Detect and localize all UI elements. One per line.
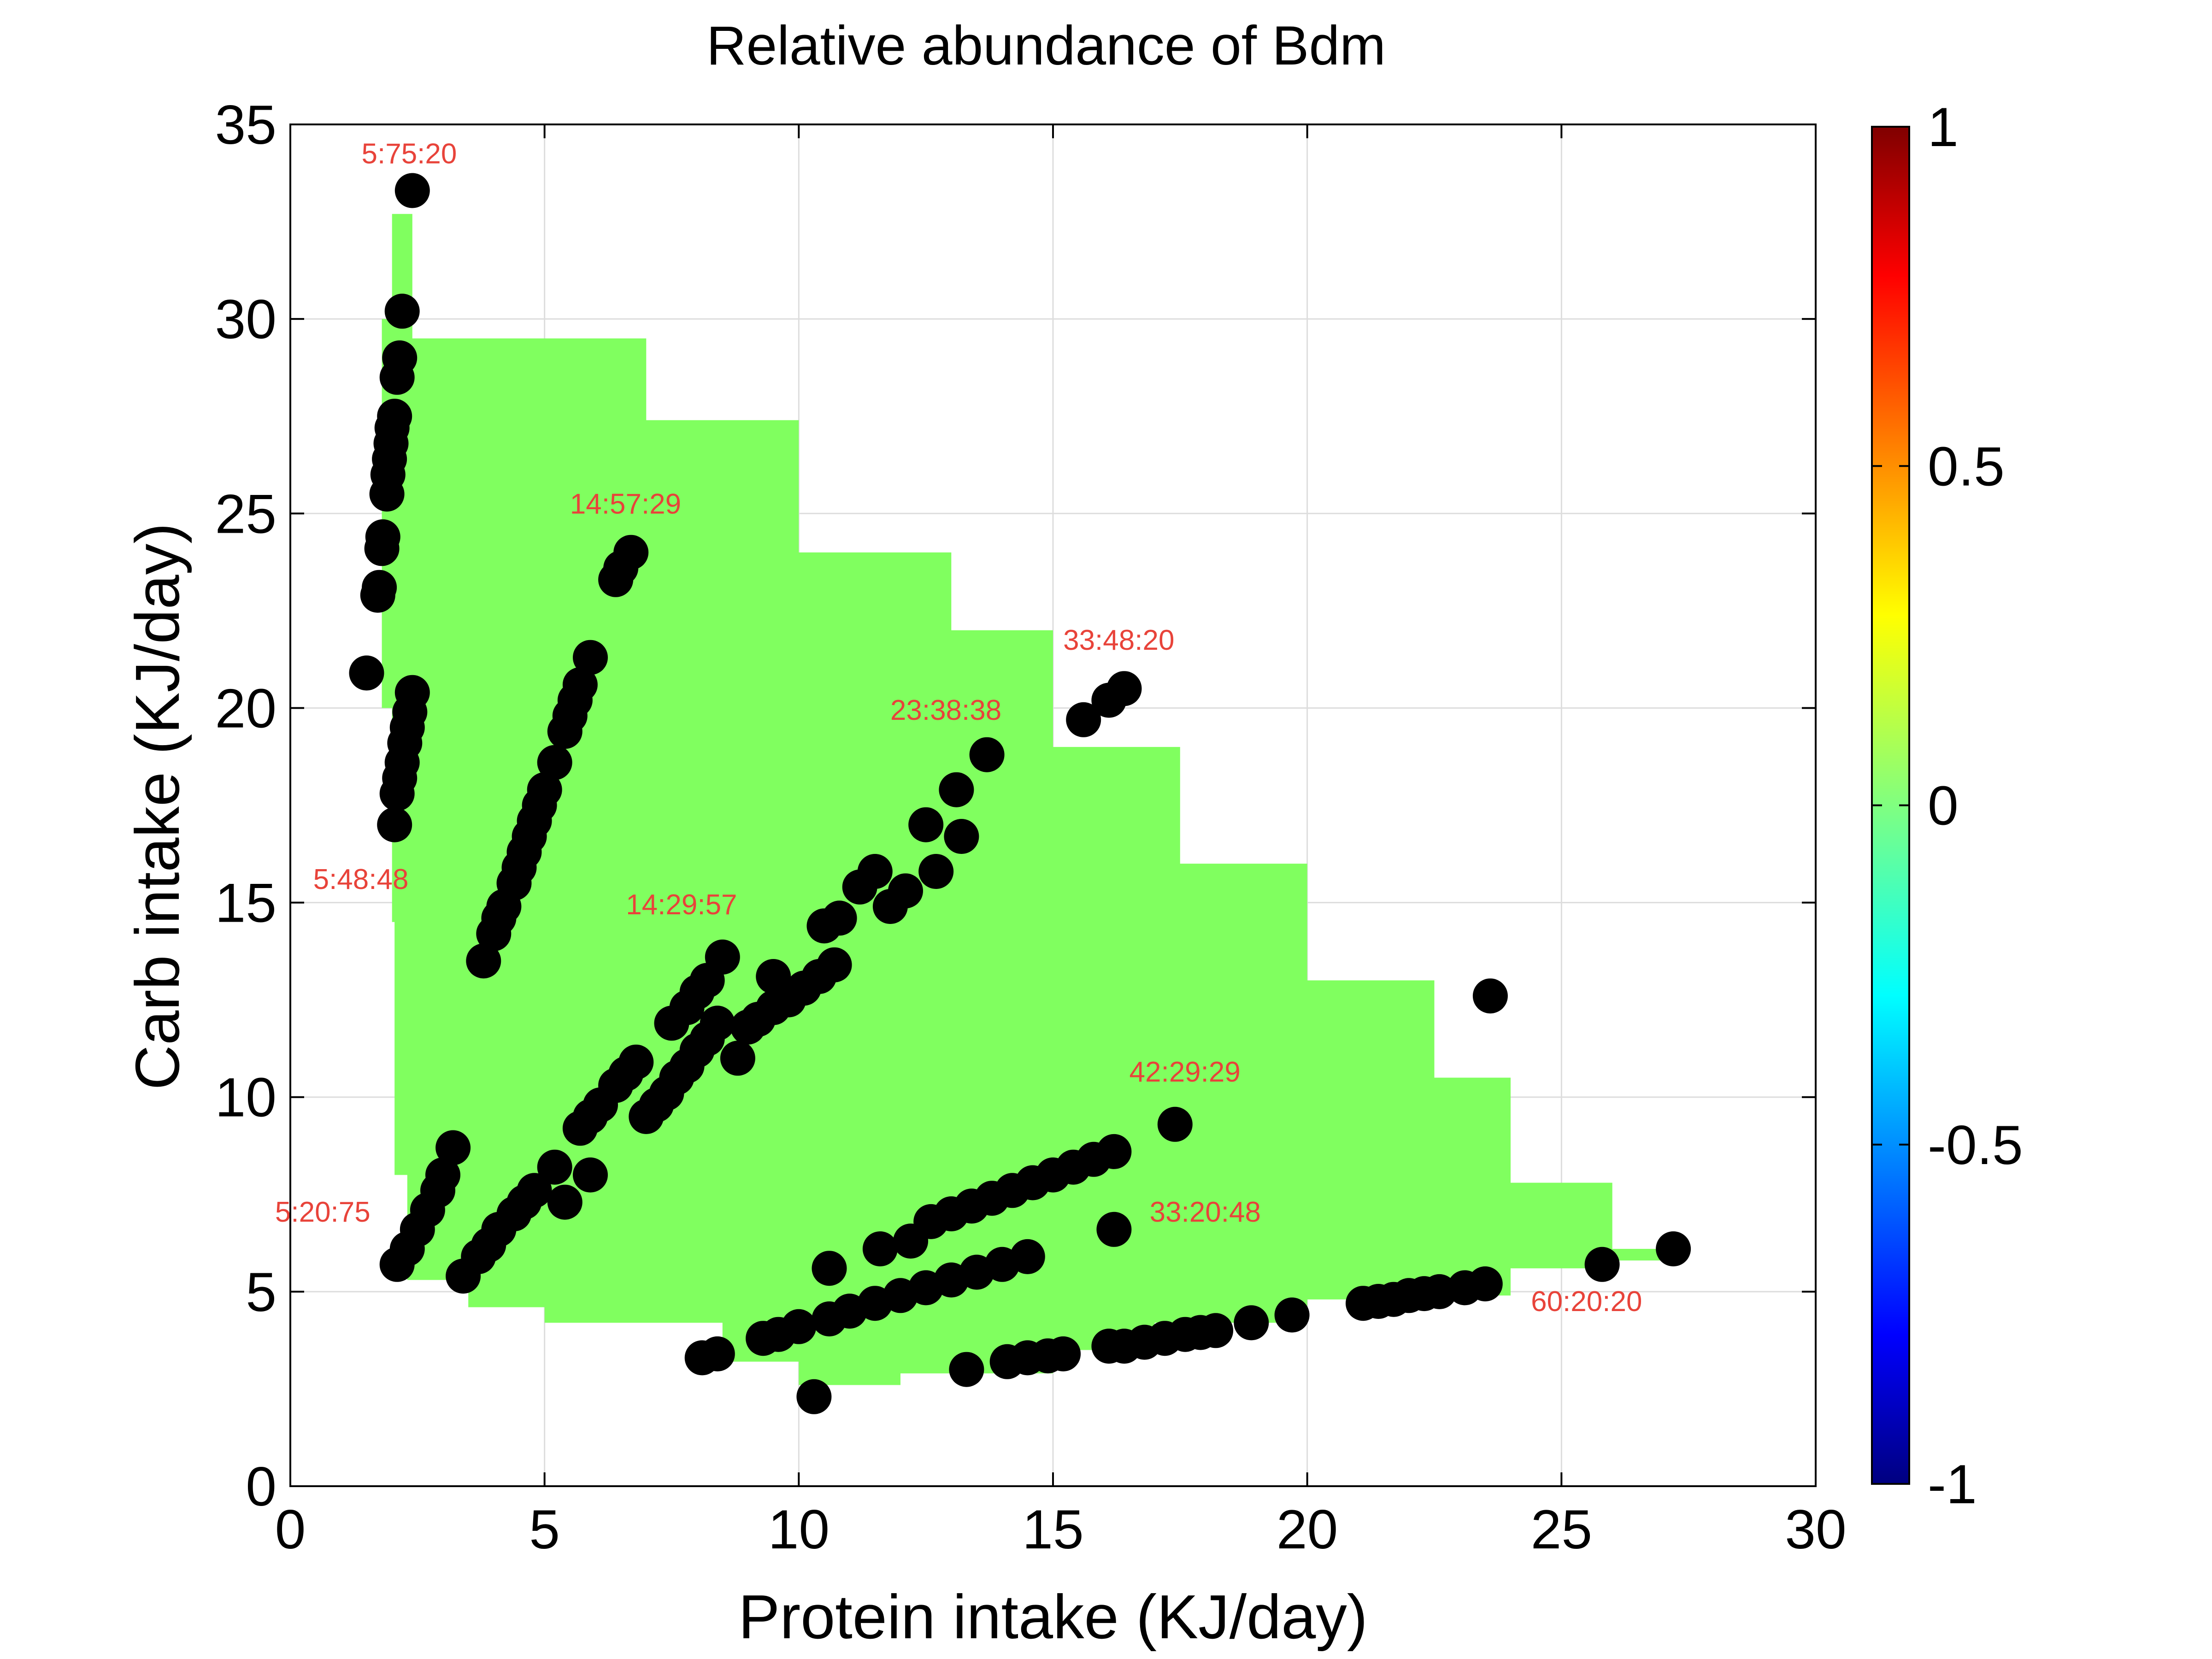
data-point-13 — [360, 577, 395, 613]
data-point-155 — [1584, 1247, 1620, 1282]
x-tick-label-0: 0 — [275, 1499, 306, 1560]
chart-title: Relative abundance of Bdm — [706, 15, 1386, 76]
data-point-133 — [949, 1352, 984, 1387]
data-point-79 — [720, 1041, 755, 1076]
x-tick-label-5: 25 — [1531, 1499, 1592, 1560]
annotation-6: 42:29:29 — [1130, 1056, 1241, 1088]
data-point-132 — [796, 1379, 832, 1414]
colorbar-tick-label-4: 1 — [1928, 96, 1959, 158]
y-axis-label: Carb intake (KJ/day) — [123, 523, 192, 1090]
data-point-56 — [517, 1173, 552, 1208]
data-point-58 — [547, 1184, 582, 1220]
data-point-97 — [944, 819, 979, 854]
response-surface — [382, 214, 1674, 1385]
y-tick-label-0: 0 — [246, 1456, 276, 1518]
data-point-116 — [862, 1231, 898, 1266]
annotation-3: 23:38:38 — [890, 694, 1001, 726]
annotation-7: 5:20:75 — [275, 1196, 371, 1228]
data-point-3 — [379, 359, 415, 395]
data-point-91 — [857, 854, 893, 889]
data-point-95 — [918, 854, 954, 889]
colorbar: -1 -0.5 0 0.5 1 — [1871, 96, 2023, 1515]
y-tick-label-1: 5 — [246, 1261, 276, 1323]
colorbar-tick-label-1: -0.5 — [1928, 1114, 2023, 1176]
colorbar-tick-label-3: 0.5 — [1928, 435, 2005, 497]
x-tick-label-3: 15 — [1022, 1499, 1083, 1560]
data-point-104 — [1096, 1212, 1132, 1247]
data-point-96 — [939, 772, 974, 807]
data-point-65 — [618, 1044, 654, 1080]
colorbar-tick-label-0: -1 — [1928, 1453, 1977, 1515]
data-point-145 — [1234, 1305, 1269, 1341]
colorbar-ticks: -1 -0.5 0 0.5 1 — [1872, 96, 2023, 1515]
x-tick-label-4: 20 — [1277, 1499, 1338, 1560]
data-point-9 — [369, 477, 405, 512]
y-tick-label-2: 10 — [215, 1067, 276, 1129]
data-point-144 — [1198, 1313, 1234, 1348]
data-point-41 — [476, 916, 512, 952]
data-point-103 — [1157, 1106, 1193, 1142]
data-point-98 — [969, 737, 1005, 772]
data-point-93 — [888, 873, 923, 909]
data-point-129 — [746, 1321, 781, 1356]
data-point-49 — [435, 1130, 471, 1165]
data-point-59 — [573, 1157, 608, 1193]
diet-ratio-labels: 5:75:20 14:57:29 33:48:20 23:38:38 5:48:48 14… — [275, 138, 1642, 1318]
data-point-117 — [812, 1251, 847, 1286]
data-point-22 — [377, 807, 412, 842]
annotation-4: 5:48:48 — [313, 864, 409, 895]
data-point-11 — [364, 531, 400, 566]
data-point-102 — [1472, 978, 1508, 1014]
y-tick-label-7: 35 — [215, 94, 276, 156]
data-point-101 — [1106, 671, 1142, 706]
data-point-87 — [817, 947, 852, 982]
y-tick-label-5: 25 — [215, 483, 276, 545]
x-tick-label-1: 5 — [529, 1499, 560, 1560]
data-point-78 — [705, 939, 740, 975]
data-point-0 — [394, 173, 430, 208]
annotation-5: 14:29:57 — [626, 889, 737, 921]
data-point-1 — [384, 294, 420, 329]
data-point-99 — [1066, 702, 1101, 737]
x-axis-ticks: 0 5 10 15 20 25 30 — [275, 124, 1847, 1560]
colorbar-tick-label-2: 0 — [1928, 775, 1959, 837]
y-tick-label-6: 30 — [215, 288, 276, 350]
x-tick-label-2: 10 — [768, 1499, 830, 1560]
data-point-25 — [598, 562, 634, 597]
data-point-156 — [1656, 1231, 1691, 1266]
data-point-31 — [537, 745, 572, 780]
y-axis-ticks: 0 5 10 15 20 25 30 35 — [215, 94, 1816, 1518]
data-point-89 — [822, 900, 857, 936]
annotation-9: 60:20:20 — [1531, 1286, 1642, 1318]
annotation-0: 5:75:20 — [362, 138, 457, 170]
data-point-42 — [466, 943, 501, 979]
data-point-146 — [1274, 1297, 1310, 1333]
data-point-14 — [349, 655, 384, 691]
data-point-26 — [573, 640, 608, 675]
y-tick-label-3: 15 — [215, 872, 276, 934]
annotation-8: 33:20:48 — [1150, 1196, 1261, 1228]
data-point-115 — [893, 1224, 929, 1259]
x-axis-label: Protein intake (KJ/day) — [738, 1582, 1368, 1652]
data-point-30 — [547, 714, 582, 749]
data-point-57 — [537, 1149, 572, 1185]
data-point-94 — [908, 807, 944, 842]
data-point-126 — [812, 1301, 847, 1336]
data-point-21 — [379, 776, 415, 812]
data-point-137 — [1046, 1336, 1081, 1371]
data-point-131 — [684, 1340, 720, 1376]
data-point-48 — [425, 1157, 460, 1193]
plot-area: 5:75:20 14:57:29 33:48:20 23:38:38 5:48:48 14… — [215, 94, 1847, 1560]
data-points — [349, 173, 1691, 1414]
data-point-73 — [700, 1006, 735, 1041]
annotation-1: 14:57:29 — [570, 488, 681, 520]
annotation-2: 33:48:20 — [1063, 624, 1174, 656]
x-tick-label-6: 30 — [1785, 1499, 1846, 1560]
data-point-154 — [1467, 1266, 1503, 1301]
y-tick-label-4: 20 — [215, 677, 276, 739]
